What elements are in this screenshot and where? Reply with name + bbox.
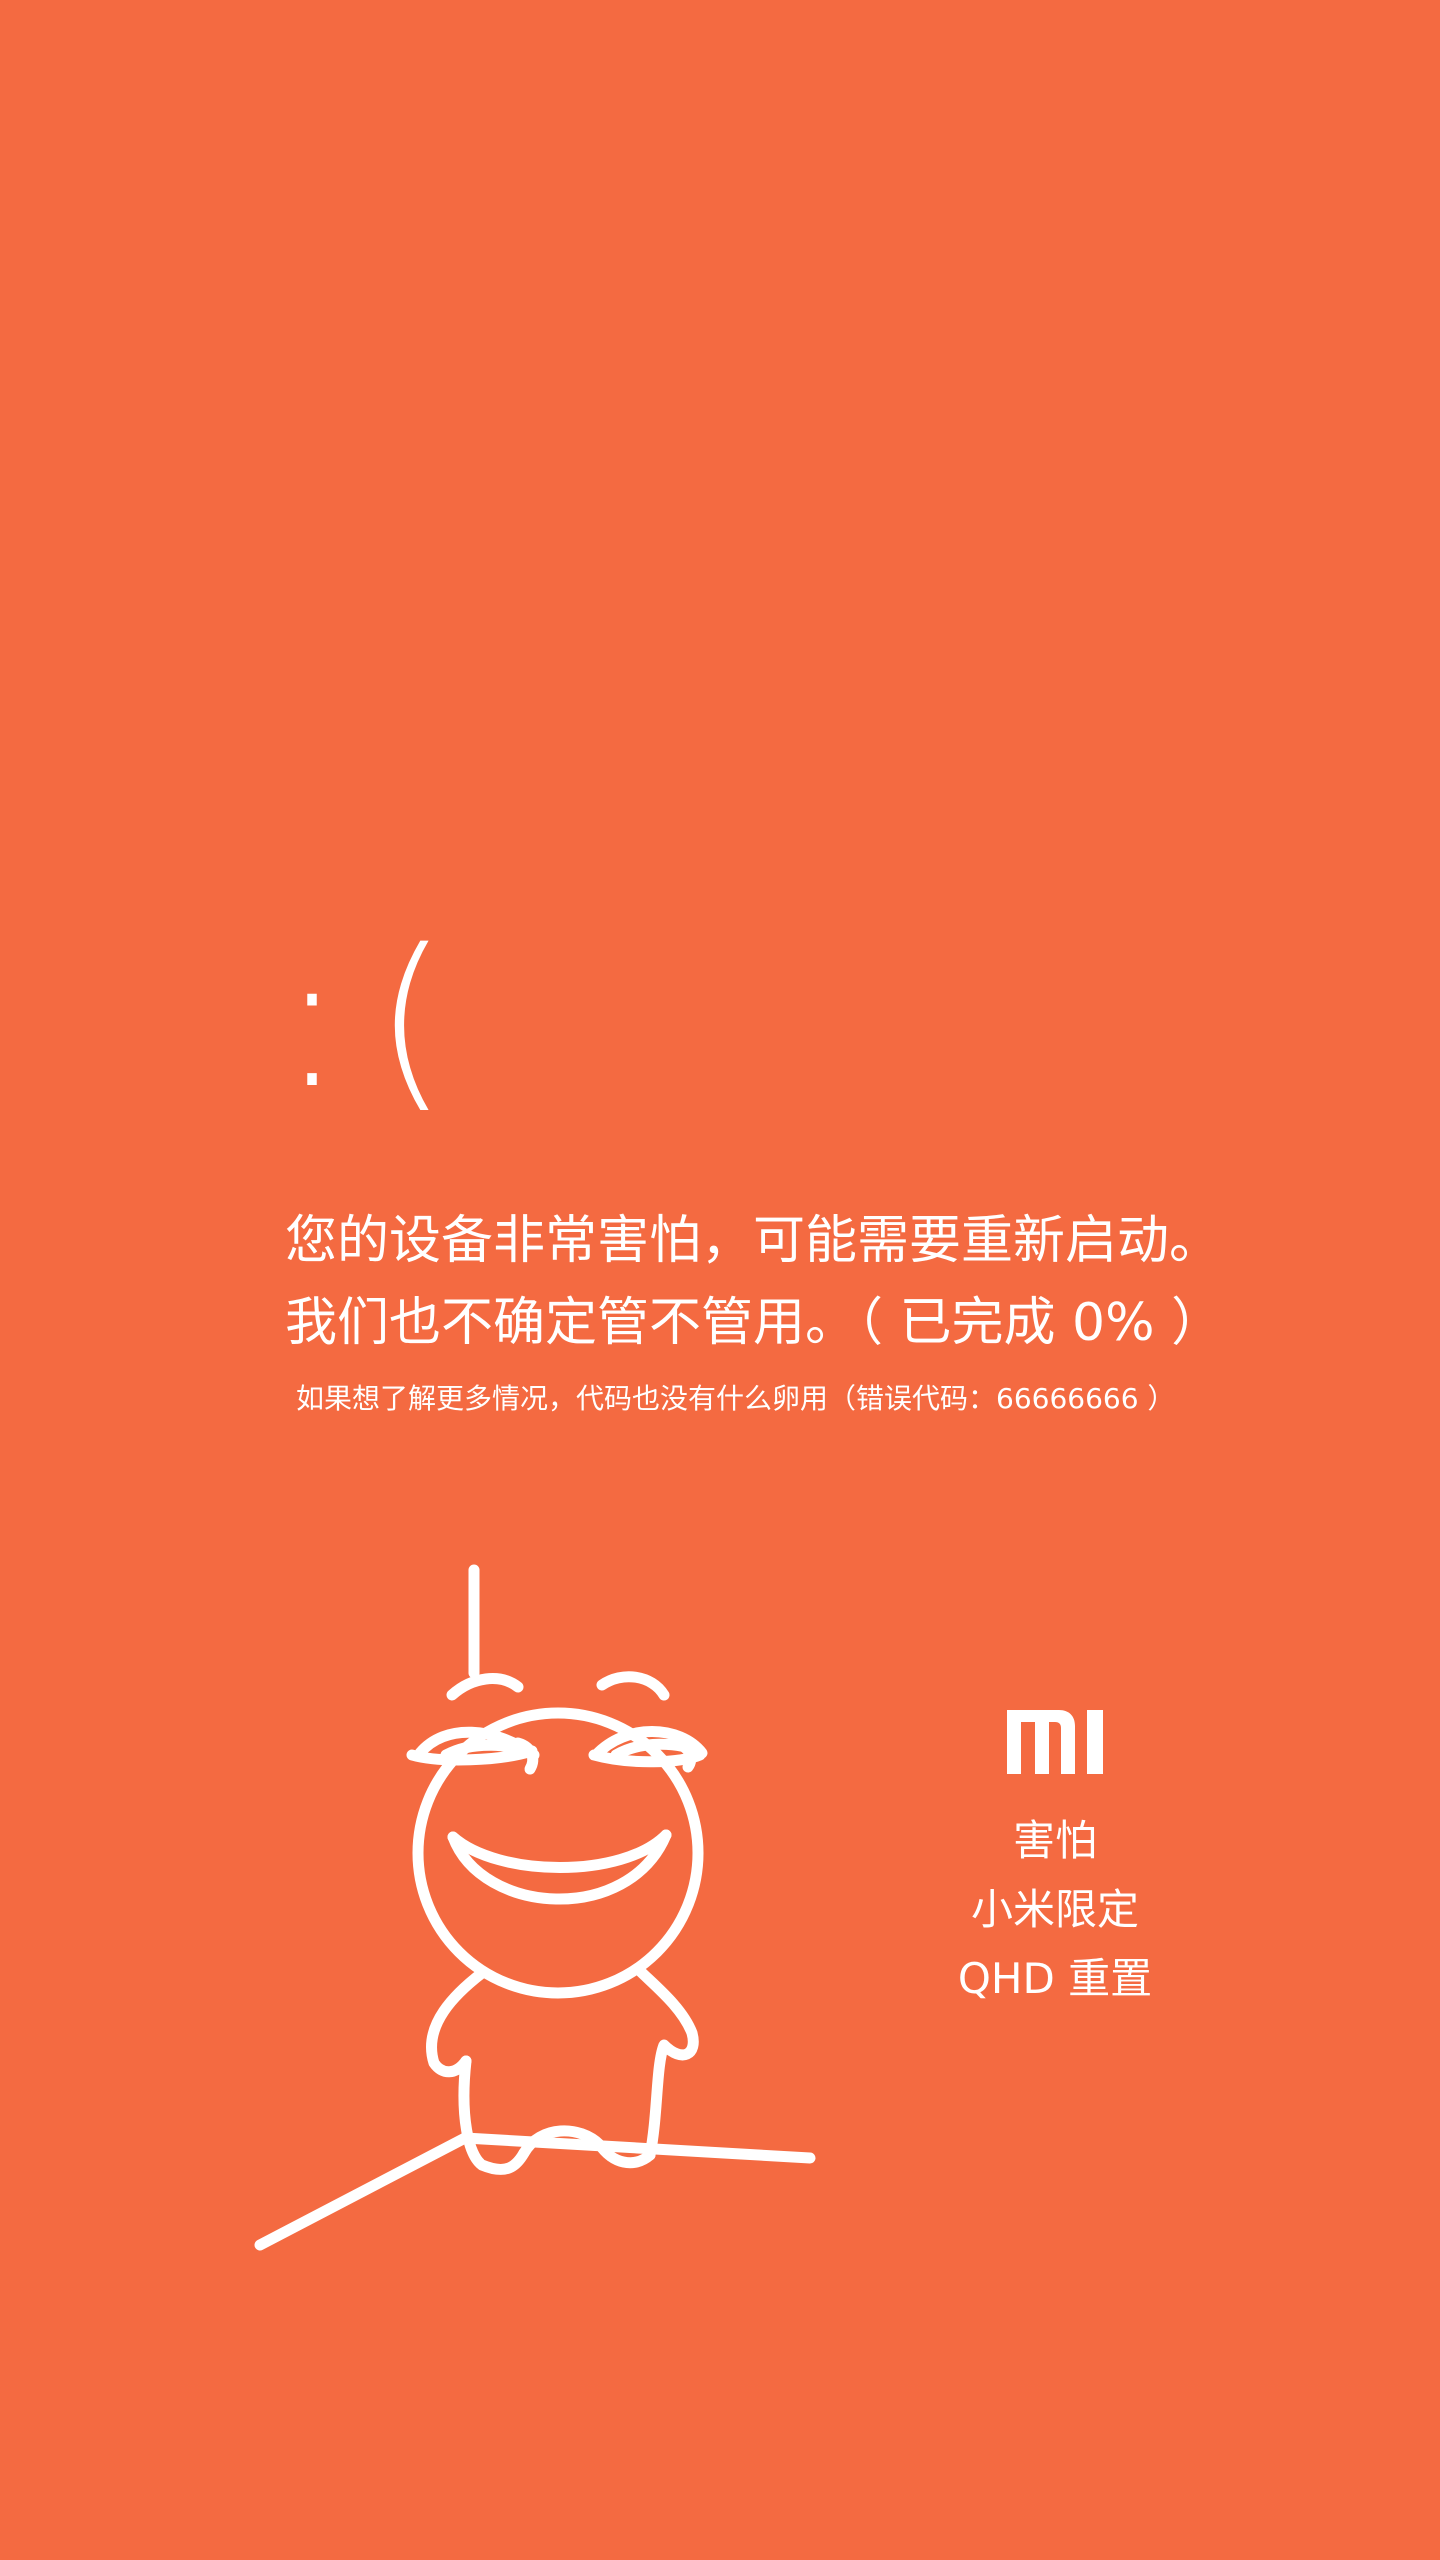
brand-line-1: 害怕 (1012, 1816, 1097, 1865)
error-message-line-1: 您的设备非常害怕，可能需要重新启动。 (285, 1211, 1222, 1271)
mi-logo-icon (1007, 1710, 1103, 1774)
brand-block: 害怕 小米限定 QHD 重置 (900, 1710, 1210, 2013)
sad-face-emoticon: :( (280, 909, 479, 1130)
brand-line-2: 小米限定 (970, 1885, 1139, 1934)
error-detail-line: 如果想了解更多情况，代码也没有什么卵用（错误代码：66666666 ） (296, 1382, 1176, 1415)
hanging-cartoon-face-icon (254, 1564, 816, 2251)
brand-line-3: QHD 重置 (957, 1954, 1153, 2003)
error-message-line-2: 我们也不确定管不管用。（ 已完成 0% ） (285, 1293, 1224, 1353)
